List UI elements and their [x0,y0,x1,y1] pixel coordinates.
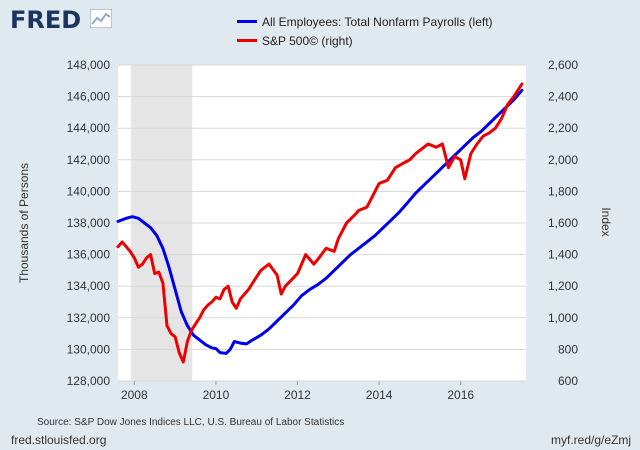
chart-legend: All Employees: Total Nonfarm Payrolls (l… [237,12,493,50]
x-tick-label: 2010 [203,388,230,402]
y-right-tick-label: 1,200 [548,279,578,293]
x-tick-label: 2008 [121,388,148,402]
y-left-tick-label: 136,000 [67,248,111,262]
y-left-tick-label: 132,000 [67,311,111,325]
site-link[interactable]: fred.stlouisfed.org [11,433,107,447]
y-right-tick-label: 2,400 [548,90,578,104]
y-right-tick-label: 2,600 [548,58,578,72]
legend-swatch-payrolls [237,20,257,23]
legend-item-payrolls: All Employees: Total Nonfarm Payrolls (l… [237,12,493,31]
y-right-tick-label: 600 [558,374,578,388]
legend-label-payrolls: All Employees: Total Nonfarm Payrolls (l… [262,14,493,29]
x-tick-label: 2012 [284,388,311,402]
y-right-tick-label: 800 [558,342,578,356]
y-left-tick-label: 142,000 [67,153,111,167]
y-left-tick-label: 134,000 [67,279,111,293]
series-line-sp500 [116,82,524,364]
source-note: Source: S&P Dow Jones Indices LLC, U.S. … [37,417,345,428]
legend-swatch-sp500 [237,39,257,42]
y-right-tick-label: 1,600 [548,216,578,230]
fred-logo[interactable]: FRED [10,6,82,34]
y-right-tick-label: 2,000 [548,153,578,167]
y-left-tick-label: 128,000 [67,374,111,388]
legend-label-sp500: S&P 500© (right) [262,33,353,48]
y-left-tick-label: 138,000 [67,216,111,230]
x-tick-label: 2014 [366,388,393,402]
short-link[interactable]: myf.red/g/eZmj [550,433,631,447]
y-left-tick-label: 148,000 [67,58,111,72]
y-left-tick-label: 130,000 [67,342,111,356]
y-left-tick-label: 144,000 [67,121,111,135]
x-tick-label: 2016 [447,388,474,402]
y-axis-left-title: Thousands of Persons [17,163,31,283]
y-right-tick-label: 1,400 [548,248,578,262]
y-axis-right-title: Index [599,207,613,236]
y-right-tick-label: 2,200 [548,121,578,135]
series-line-payrolls [116,88,524,355]
legend-item-sp500: S&P 500© (right) [237,31,493,50]
y-left-tick-label: 140,000 [67,184,111,198]
y-right-tick-label: 1,000 [548,311,578,325]
y-right-tick-label: 1,800 [548,184,578,198]
y-left-tick-label: 146,000 [67,90,111,104]
chart-line-icon [90,9,112,28]
